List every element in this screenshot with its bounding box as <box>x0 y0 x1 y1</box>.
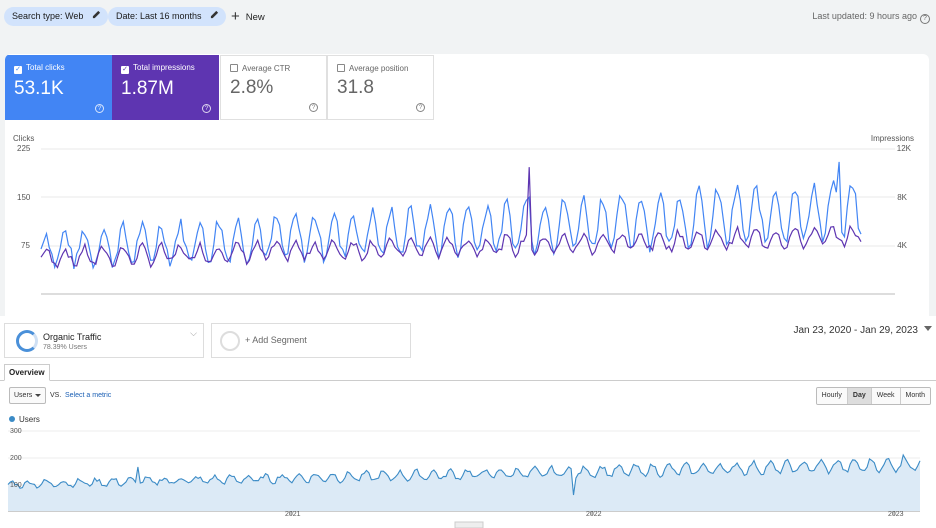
date-chip[interactable]: Date: Last 16 months <box>108 7 227 26</box>
y-tick: 100 <box>10 482 22 489</box>
vs-label: VS. <box>50 392 62 399</box>
chart-legend: Users <box>9 415 40 424</box>
metric-value: 2.8% <box>230 77 274 98</box>
checkbox-icon[interactable]: ✓ <box>14 66 22 74</box>
left-tick: 225 <box>17 144 31 153</box>
date-label: Date: Last 16 months <box>116 11 202 21</box>
search-type-chip[interactable]: Search type: Web <box>4 7 108 26</box>
segment-name: Organic Traffic <box>43 332 102 342</box>
new-label: New <box>245 12 265 23</box>
granularity-day[interactable]: Day <box>846 388 871 404</box>
help-icon[interactable]: ? <box>202 104 211 113</box>
date-range-text: Jan 23, 2020 - Jan 29, 2023 <box>793 325 918 336</box>
plus-icon: + <box>231 8 240 25</box>
pencil-icon <box>92 7 101 26</box>
add-segment-label: + Add Segment <box>245 335 307 345</box>
segment-organic-traffic[interactable]: Organic Traffic 78.39% Users ⌵ <box>4 323 204 358</box>
select-metric-link[interactable]: Select a metric <box>65 392 112 399</box>
metric-average-ctr[interactable]: Average CTR 2.8% ? <box>220 55 327 120</box>
last-updated: Last updated: 9 hours ago? <box>812 11 930 24</box>
checkbox-icon[interactable] <box>230 64 238 72</box>
last-updated-text: Last updated: 9 hours ago <box>812 11 917 21</box>
left-tick: 150 <box>17 193 31 202</box>
performance-card: ✓ Total clicks 53.1K ? ✓ Total impressions… <box>5 54 929 316</box>
performance-chart <box>40 148 895 295</box>
metric-total-clicks[interactable]: ✓ Total clicks 53.1K ? <box>5 55 112 120</box>
checkbox-icon[interactable] <box>337 64 345 72</box>
help-icon[interactable]: ? <box>416 103 425 112</box>
right-tick: 12K <box>896 144 911 153</box>
x-tick: 2021 <box>285 511 301 518</box>
metric-select[interactable]: Users <box>9 387 46 404</box>
caret-down-icon <box>924 326 932 331</box>
search-console-panel: Search type: Web Date: Last 16 months + N… <box>0 0 936 316</box>
granularity-hourly[interactable]: Hourly <box>816 388 847 404</box>
metric-value: 53.1K <box>14 78 64 99</box>
metric-label: Total impressions <box>133 63 195 72</box>
metric-average-position[interactable]: Average position 31.8 ? <box>327 55 434 120</box>
new-filter-button[interactable]: + New <box>231 8 265 25</box>
users-series-line <box>7 453 921 496</box>
analytics-panel: Organic Traffic 78.39% Users ⌵ + Add Seg… <box>0 316 936 528</box>
granularity-toggle: Hourly Day Week Month <box>815 387 931 405</box>
metric-label: Average position <box>349 64 409 73</box>
search-type-label: Search type: Web <box>12 11 84 21</box>
metric-select-value: Users <box>14 392 33 399</box>
x-tick: 2023 <box>888 511 904 518</box>
y-tick: 300 <box>10 428 22 435</box>
segment-donut-icon <box>16 330 38 352</box>
scroll-handle <box>454 521 484 528</box>
checkbox-icon[interactable]: ✓ <box>121 66 129 74</box>
metric-label: Total clicks <box>26 63 65 72</box>
tab-divider <box>0 380 936 381</box>
empty-segment-icon <box>220 331 240 351</box>
users-chart <box>7 430 921 528</box>
impressions-series-line <box>40 167 862 269</box>
tab-overview[interactable]: Overview <box>4 364 50 381</box>
pencil-icon <box>210 7 219 26</box>
help-icon[interactable]: ? <box>920 14 930 24</box>
metric-total-impressions[interactable]: ✓ Total impressions 1.87M ? <box>112 55 219 120</box>
y-tick: 200 <box>10 455 22 462</box>
metric-value: 31.8 <box>337 77 374 98</box>
metric-value: 1.87M <box>121 78 174 99</box>
right-tick: 8K <box>897 193 907 202</box>
users-area-fill <box>8 455 920 511</box>
chevron-down-icon[interactable]: ⌵ <box>190 328 197 338</box>
legend-dot-icon <box>9 416 15 422</box>
legend-label: Users <box>19 415 40 424</box>
metric-label: Average CTR <box>242 64 291 73</box>
help-icon[interactable]: ? <box>309 103 318 112</box>
clicks-series-line <box>40 161 862 270</box>
x-tick: 2022 <box>586 511 602 518</box>
add-segment-button[interactable]: + Add Segment <box>211 323 411 358</box>
left-axis-title: Clicks <box>13 134 35 143</box>
segment-subtext: 78.39% Users <box>43 344 87 351</box>
granularity-month[interactable]: Month <box>899 388 930 404</box>
right-tick: 4K <box>897 241 907 250</box>
left-tick: 75 <box>21 241 30 250</box>
date-range-picker[interactable]: Jan 23, 2020 - Jan 29, 2023 <box>793 325 932 336</box>
help-icon[interactable]: ? <box>95 104 104 113</box>
granularity-week[interactable]: Week <box>870 388 900 404</box>
right-axis-title: Impressions <box>870 134 914 143</box>
dropdown-arrow-icon <box>35 394 41 397</box>
